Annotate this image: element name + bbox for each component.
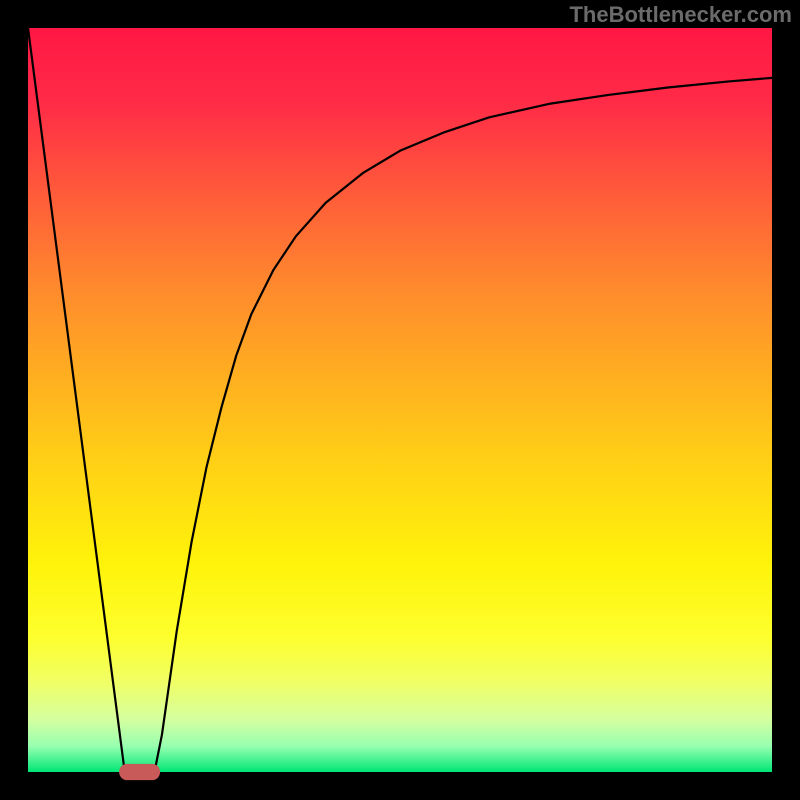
watermark-text: TheBottlenecker.com <box>569 2 792 28</box>
gradient-background <box>28 28 772 772</box>
bottleneck-marker <box>119 764 160 780</box>
chart-container: TheBottlenecker.com <box>0 0 800 800</box>
chart-svg <box>0 0 800 800</box>
